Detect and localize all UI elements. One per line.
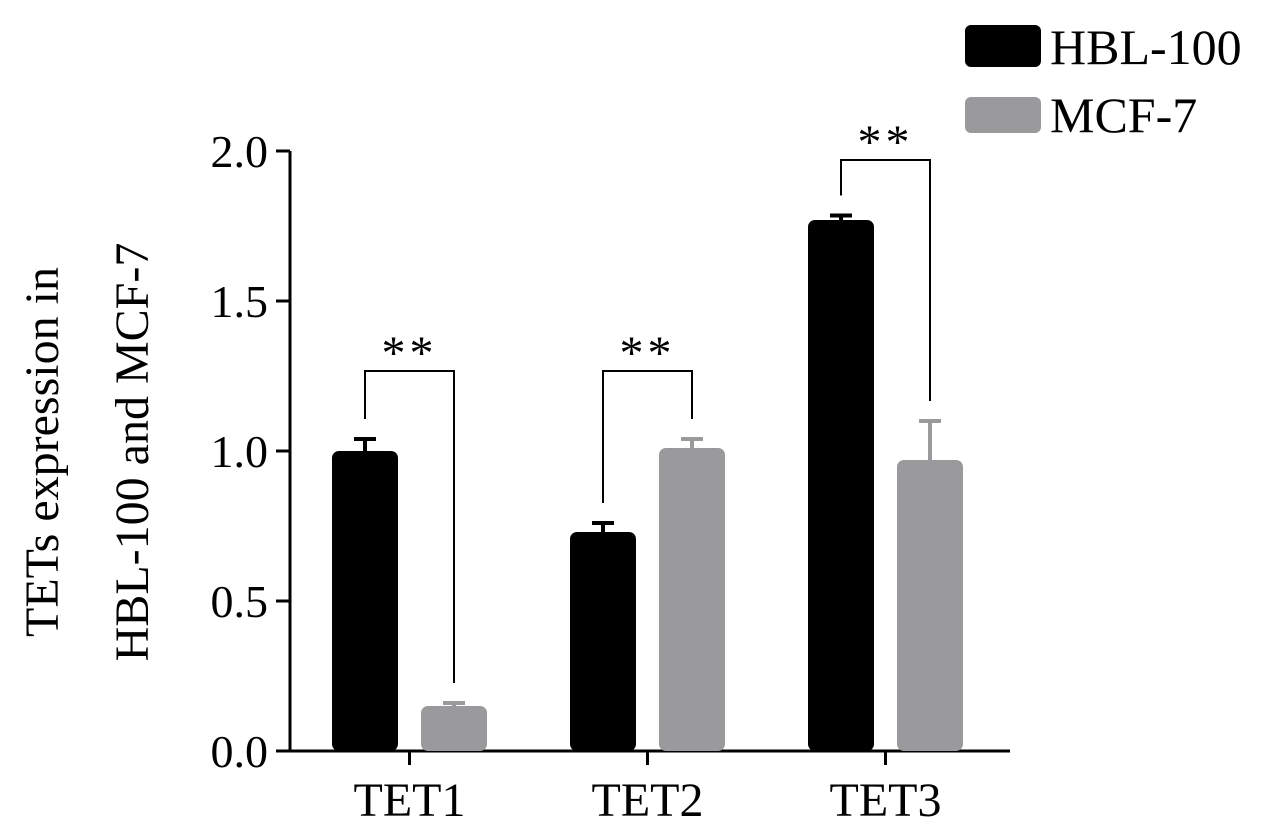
bar-mcf-7-tet3 [897, 460, 963, 751]
y-axis-label: TETs expression in HBL-100 and MCF-7 [16, 243, 159, 662]
significance-label: ** [858, 116, 914, 169]
x-tick-label-tet1: TET1 [354, 774, 466, 827]
y-tick-label: 1.5 [211, 276, 269, 327]
significance-label: ** [382, 327, 438, 380]
significance-bracket [364, 370, 455, 683]
y-tick-label: 0.5 [211, 576, 269, 627]
y-axis-label-line-2: HBL-100 and MCF-7 [106, 243, 159, 662]
significance-bracket [840, 159, 931, 401]
significance-label: ** [620, 327, 676, 380]
legend-label-hbl-100: HBL-100 [1050, 19, 1242, 75]
significance-bracket [602, 370, 693, 503]
legend-swatch-hbl-100 [965, 25, 1041, 67]
y-tick-label: 1.0 [211, 426, 269, 477]
y-tick-label: 0.0 [211, 726, 269, 777]
legend-label-mcf-7: MCF-7 [1050, 87, 1197, 143]
bar-hbl-100-tet2 [570, 532, 636, 751]
legend: HBL-100 MCF-7 [965, 19, 1242, 143]
bar-mcf-7-tet2 [659, 448, 725, 751]
x-tick-label-tet2: TET2 [592, 774, 704, 827]
bar-hbl-100-tet3 [808, 220, 874, 751]
y-tick-label: 2.0 [211, 126, 269, 177]
bar-hbl-100-tet1 [332, 451, 398, 751]
y-axis-label-line-1: TETs expression in [16, 267, 69, 637]
x-tick-label-tet3: TET3 [830, 774, 942, 827]
bar-mcf-7-tet1 [421, 706, 487, 751]
legend-swatch-mcf-7 [965, 97, 1041, 133]
